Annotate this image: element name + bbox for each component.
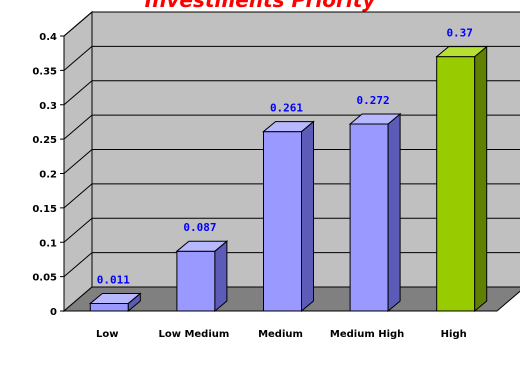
bar-top — [262, 121, 315, 133]
x-tick-label: Low Medium — [158, 329, 229, 340]
y-tick-label: 0.1 — [39, 238, 57, 249]
x-tick-label: Medium High — [330, 329, 404, 340]
bar-top — [435, 46, 489, 58]
y-tick-label: 0 — [50, 307, 57, 318]
bar-side — [387, 112, 401, 313]
y-tick-label: 0.05 — [32, 273, 57, 284]
bar-top — [88, 292, 142, 304]
bar-side — [301, 120, 314, 313]
bar — [89, 302, 129, 312]
y-tick-label: 0.2 — [39, 170, 57, 181]
bar — [263, 131, 302, 312]
grid-line — [63, 11, 520, 37]
data-label: 0.087 — [183, 221, 216, 234]
x-tick-label: High — [441, 329, 467, 340]
bar — [176, 250, 216, 312]
bar-side — [474, 45, 488, 313]
y-tick-label: 0.25 — [32, 135, 57, 146]
y-tick-label: 0.35 — [32, 66, 57, 77]
data-label: 0.011 — [97, 273, 130, 286]
y-tick-label: 0.4 — [39, 32, 57, 43]
x-tick-label: Medium — [258, 329, 303, 340]
bar — [349, 123, 389, 312]
x-tick-label: Low — [96, 329, 118, 340]
y-tick-label: 0.3 — [39, 101, 57, 112]
grid-line — [63, 80, 520, 106]
y-tick-label: 0.15 — [32, 204, 57, 215]
bar-top — [348, 113, 402, 125]
data-label: 0.261 — [270, 102, 303, 115]
bar-top — [175, 240, 229, 252]
chart-title: Investments Priority — [144, 0, 376, 12]
grid-line — [63, 45, 520, 71]
data-label: 0.272 — [357, 94, 390, 107]
data-label: 0.37 — [446, 27, 473, 40]
bar-side — [214, 240, 228, 313]
bar — [436, 56, 476, 312]
